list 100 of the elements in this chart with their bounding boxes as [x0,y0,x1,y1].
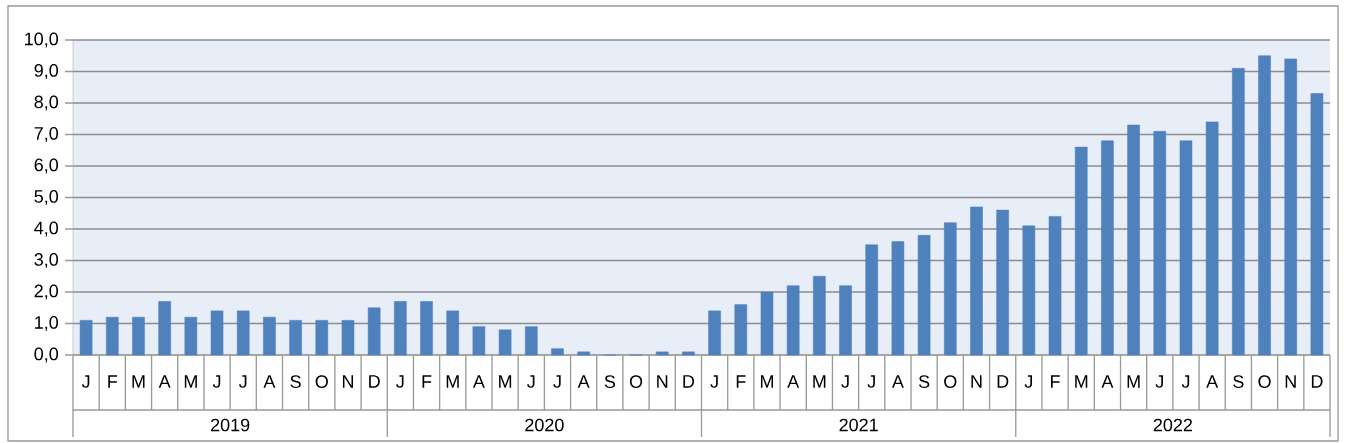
bar [524,326,538,356]
y-tick-label: 8,0 [34,95,59,111]
bar [1232,68,1245,356]
x-tick-label: D [683,375,695,388]
x-tick-label: N [971,375,982,388]
x-tick-label: O [944,375,957,388]
bar [236,310,250,356]
bar [289,320,302,356]
y-tick-label: 5,0 [34,190,59,205]
x-tick-label: N [342,375,354,388]
bar [917,235,931,356]
text: 2021 [839,418,878,432]
x-tick-label: D [997,375,1009,388]
bar [1179,140,1193,356]
x-tick-label: F [108,375,118,388]
bar [315,320,329,356]
x-tick-label: A [1206,375,1219,388]
x-tick-label: J [867,375,875,388]
x-tick-label: D [369,375,380,388]
bar [682,351,695,356]
bar [420,301,433,356]
bar [786,285,800,356]
x-tick-label: S [290,375,301,388]
x-tick-label: J [238,375,247,388]
x-tick-label: M [813,375,826,388]
y-tick-label: 9,0 [34,64,59,79]
text: 2022 [1153,418,1193,432]
x-tick-label: M [132,375,145,388]
bar [655,351,669,356]
x-tick-label: J [1024,375,1033,388]
y-tick-label: 0,0 [34,347,59,363]
bar [210,310,224,356]
bar [184,316,198,356]
x-tick-label: S [1233,375,1244,388]
x-tick-label: N [657,375,668,388]
x-tick-label: M [1075,375,1088,388]
bar [1127,124,1140,356]
y-tick-label: 7,0 [34,127,59,142]
x-tick-label: O [629,375,643,388]
bar [839,285,852,356]
bar [1048,216,1062,356]
x-tick-label: A [891,375,904,388]
bar [1205,121,1219,356]
bar [708,310,721,356]
bar [79,320,93,356]
x-tick-label: J [81,375,90,388]
bar [734,304,748,356]
x-tick-label: F [422,375,432,388]
bar [996,209,1009,356]
x-tick-label: A [158,375,171,388]
bar [132,316,145,356]
x-tick-label: O [315,375,328,388]
x-tick-label: A [1101,375,1114,388]
x-tick-label: J [553,375,561,388]
bar [367,307,381,356]
x-tick-label: J [527,375,535,388]
bar [551,348,564,356]
bar [105,316,119,356]
y-tick-label: 2,0 [34,284,59,300]
y-tick-label: 3,0 [34,253,59,268]
x-tick-label: J [710,375,718,388]
bar [813,275,826,356]
bar [760,291,774,356]
bar [472,326,486,356]
x-tick-label: A [472,375,485,388]
x-tick-label: N [1285,375,1296,388]
y-tick-label: 1,0 [35,316,59,331]
bar [498,329,512,356]
x-tick-label: J [1181,375,1190,388]
text: 2019 [211,418,250,432]
y-tick-label: 6,0 [34,158,59,174]
x-tick-label: J [1155,375,1163,388]
bar [1022,225,1036,356]
bar [1310,93,1324,356]
bar [158,301,171,356]
bar [1153,131,1167,356]
bar [446,310,460,356]
x-tick-label: F [736,375,746,388]
x-tick-label: D [1311,375,1323,388]
x-tick-label: S [604,375,616,388]
bar [1101,140,1114,356]
x-tick-label: S [918,375,930,388]
x-tick-label: M [760,375,774,388]
x-tick-label: J [212,375,221,388]
bar [394,301,407,356]
text: 2020 [525,418,564,432]
bar [263,316,276,356]
bar [865,244,879,356]
y-tick-label: 10,0 [25,32,59,48]
x-tick-label: A [577,375,590,388]
x-tick-label: M [446,375,459,388]
bar [1258,55,1271,356]
bar [577,351,590,356]
x-tick-label: J [841,375,849,388]
y-tick-label: 4,0 [34,221,59,237]
x-tick-label: O [1258,375,1271,388]
bar [943,222,957,356]
bar [1074,146,1088,356]
bar [1284,58,1298,356]
x-tick-label: M [1127,375,1140,388]
